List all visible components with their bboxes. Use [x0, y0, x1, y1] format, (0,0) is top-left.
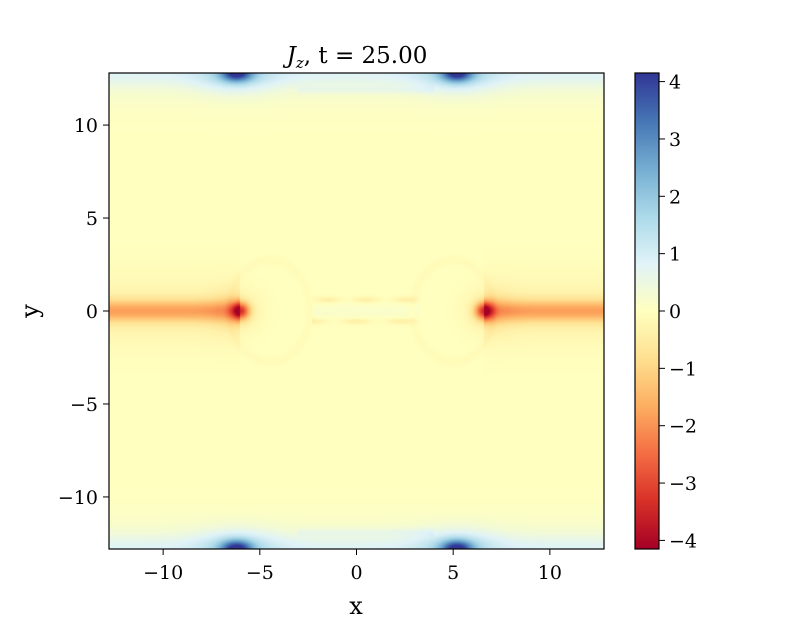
- colorbar-tick-label: −3: [669, 473, 697, 495]
- y-axis-label: y: [16, 304, 44, 319]
- x-tick-label: 10: [538, 562, 562, 584]
- colorbar-axis: −4 −3 −2 −1 0 1 2 3 4: [659, 72, 697, 552]
- chart-title: Jz, t = 25.00: [283, 43, 428, 72]
- y-tick-label: 10: [74, 115, 98, 137]
- colorbar-tick-label: 2: [669, 186, 681, 208]
- x-tick-label: 0: [350, 562, 362, 584]
- x-axis: −10 −5 0 5 10: [143, 549, 562, 584]
- title-symbol: J: [283, 43, 298, 69]
- title-time: , t = 25.00: [304, 43, 428, 69]
- y-tick-label: 5: [86, 208, 98, 230]
- x-tick-label: −10: [143, 562, 183, 584]
- y-axis: −10 −5 0 5 10: [58, 115, 109, 509]
- colorbar-tick-label: −2: [669, 416, 697, 438]
- colorbar: [634, 72, 660, 550]
- heatmap-image: [109, 73, 604, 549]
- y-tick-label: −5: [70, 394, 98, 416]
- colorbar-tick-label: −4: [669, 530, 697, 552]
- y-tick-label: −10: [58, 487, 98, 509]
- colorbar-tick-label: 4: [669, 72, 681, 94]
- x-tick-label: 5: [447, 562, 459, 584]
- colorbar-tick-label: 1: [669, 244, 681, 266]
- title-subscript: z: [295, 54, 304, 72]
- colorbar-tick-label: 0: [669, 301, 681, 323]
- y-tick-label: 0: [86, 301, 98, 323]
- colorbar-tick-label: 3: [669, 129, 681, 151]
- x-tick-label: −5: [246, 562, 274, 584]
- colorbar-tick-label: −1: [669, 358, 697, 380]
- x-axis-label: x: [349, 592, 363, 618]
